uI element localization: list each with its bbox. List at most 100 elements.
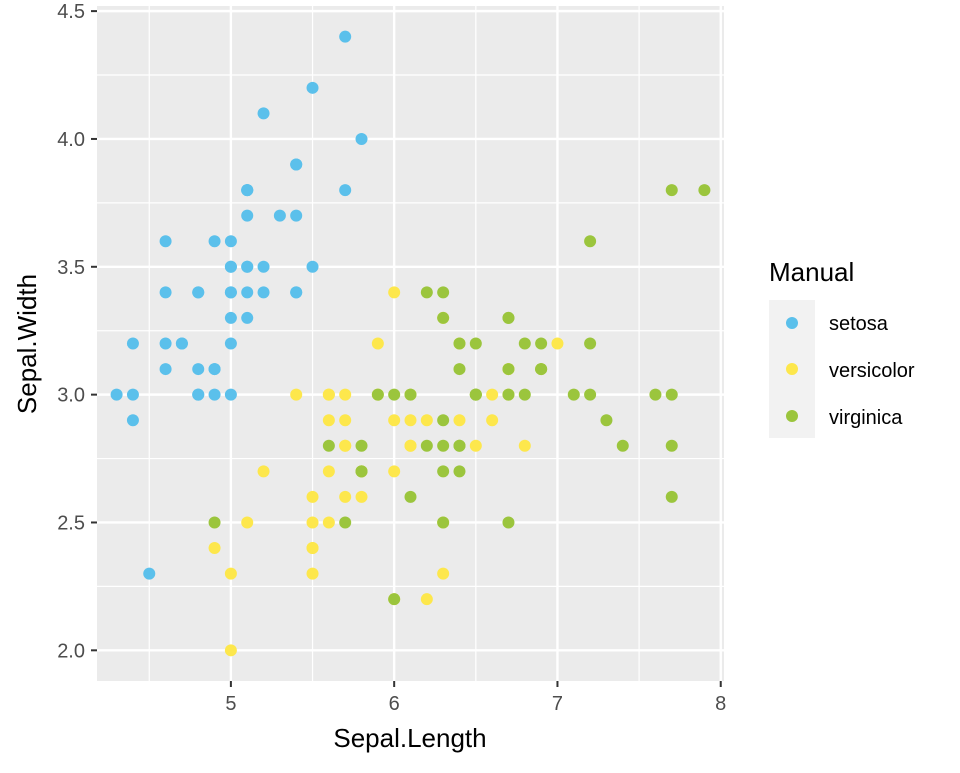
point-setosa (159, 286, 172, 299)
point-versicolor (290, 388, 303, 401)
point-versicolor (486, 414, 499, 427)
point-versicolor (339, 414, 352, 427)
point-versicolor (371, 337, 384, 350)
point-setosa (241, 311, 254, 324)
point-versicolor (257, 465, 270, 478)
point-virginica (437, 465, 450, 478)
point-virginica (469, 388, 482, 401)
legend-label-setosa: setosa (829, 313, 889, 335)
legend-key-versicolor (786, 363, 798, 375)
point-setosa (224, 235, 237, 248)
point-virginica (453, 337, 466, 350)
point-setosa (159, 235, 172, 248)
point-versicolor (404, 439, 417, 452)
point-virginica (584, 337, 597, 350)
point-virginica (437, 516, 450, 529)
point-versicolor (306, 490, 319, 503)
x-axis: 5 6 7 8 (225, 681, 726, 715)
point-setosa (257, 260, 270, 273)
point-setosa (273, 209, 286, 222)
y-tick-label: 4.5 (57, 1, 85, 23)
point-setosa (224, 388, 237, 401)
x-tick-label: 6 (389, 693, 400, 715)
point-virginica (453, 363, 466, 376)
point-virginica (502, 311, 515, 324)
point-virginica (665, 388, 678, 401)
point-virginica (355, 439, 368, 452)
point-versicolor (208, 542, 221, 555)
major-gridlines (97, 6, 724, 681)
point-virginica (404, 490, 417, 503)
point-setosa (241, 286, 254, 299)
point-virginica (208, 516, 221, 529)
point-virginica (567, 388, 580, 401)
point-virginica (437, 311, 450, 324)
point-virginica (469, 337, 482, 350)
point-versicolor (551, 337, 564, 350)
point-versicolor (453, 414, 466, 427)
point-versicolor (486, 388, 499, 401)
point-setosa (192, 286, 205, 299)
point-versicolor (469, 439, 482, 452)
x-tick-label: 5 (225, 693, 236, 715)
legend: Manual setosa versicolor virginica (769, 257, 915, 438)
y-axis-title: Sepal.Width (12, 274, 42, 414)
y-tick-label: 3.5 (57, 257, 85, 279)
plot-panel (97, 6, 724, 681)
point-setosa (290, 209, 303, 222)
point-virginica (502, 516, 515, 529)
point-virginica (404, 388, 417, 401)
data-points (110, 30, 711, 657)
point-virginica (437, 286, 450, 299)
point-setosa (159, 337, 172, 350)
point-setosa (224, 260, 237, 273)
point-versicolor (388, 414, 401, 427)
point-setosa (339, 184, 352, 197)
point-setosa (257, 286, 270, 299)
point-setosa (241, 209, 254, 222)
point-versicolor (420, 414, 433, 427)
point-setosa (224, 311, 237, 324)
point-virginica (535, 363, 548, 376)
point-setosa (306, 260, 319, 273)
point-setosa (241, 184, 254, 197)
point-versicolor (404, 414, 417, 427)
point-virginica (453, 439, 466, 452)
x-tick-label: 8 (715, 693, 726, 715)
point-setosa (126, 388, 139, 401)
point-versicolor (241, 516, 254, 529)
point-setosa (143, 567, 156, 580)
point-setosa (355, 132, 368, 145)
legend-key-setosa (786, 317, 798, 329)
point-virginica (665, 490, 678, 503)
minor-gridlines (97, 6, 724, 681)
legend-label-versicolor: versicolor (829, 360, 915, 382)
y-tick-label: 2.0 (57, 640, 85, 662)
point-virginica (518, 388, 531, 401)
point-versicolor (437, 567, 450, 580)
point-virginica (437, 439, 450, 452)
point-setosa (290, 286, 303, 299)
point-setosa (126, 414, 139, 427)
legend-title: Manual (769, 257, 854, 287)
point-virginica (584, 235, 597, 248)
point-versicolor (224, 567, 237, 580)
point-virginica (698, 184, 711, 197)
y-tick-label: 4.0 (57, 129, 85, 151)
point-setosa (257, 107, 270, 120)
point-virginica (518, 337, 531, 350)
point-virginica (665, 439, 678, 452)
point-setosa (339, 30, 352, 43)
point-virginica (420, 286, 433, 299)
point-virginica (420, 439, 433, 452)
point-versicolor (339, 490, 352, 503)
y-tick-label: 2.5 (57, 512, 85, 534)
y-tick-label: 3.0 (57, 385, 85, 407)
point-setosa (306, 81, 319, 94)
legend-key-virginica (786, 410, 798, 422)
point-virginica (437, 414, 450, 427)
point-versicolor (322, 465, 335, 478)
point-setosa (159, 363, 172, 376)
point-virginica (355, 465, 368, 478)
